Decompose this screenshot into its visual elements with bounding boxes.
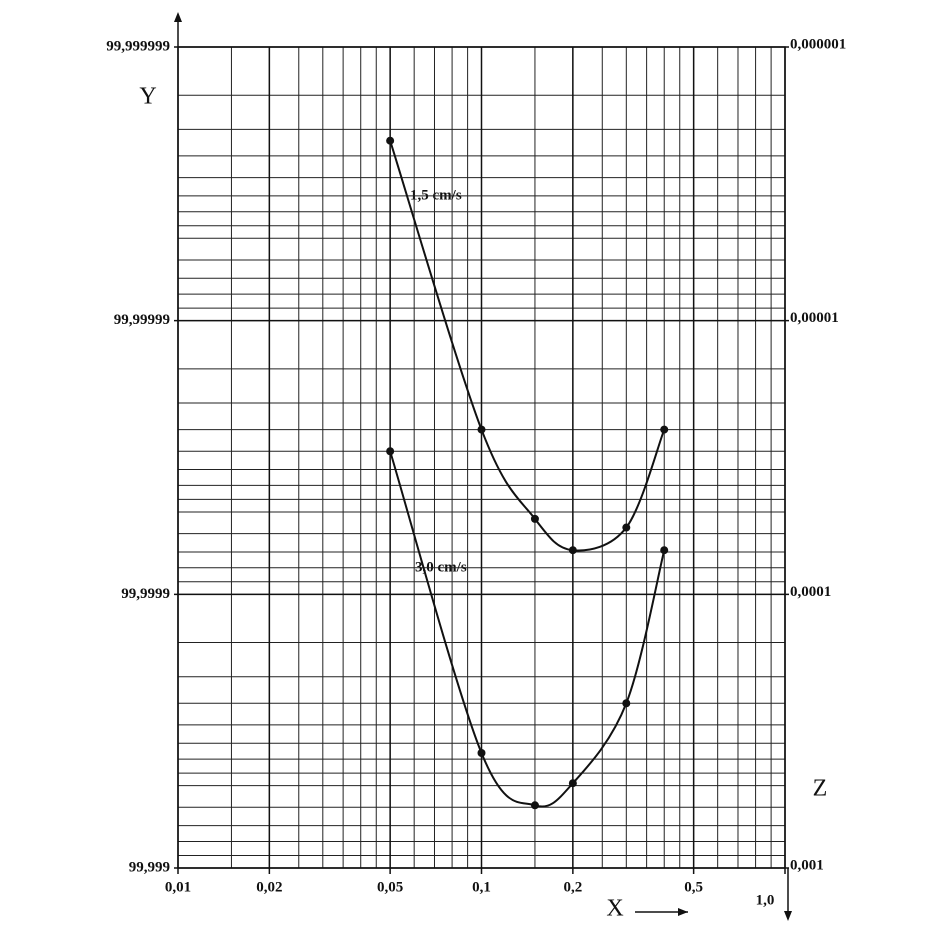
data-point	[568, 779, 577, 788]
x-tick-label: 0,1	[472, 879, 491, 895]
y-tick-label: 99,999	[129, 859, 170, 875]
x-arrow-head	[678, 908, 688, 916]
y-arrow-head	[174, 12, 182, 22]
y2-axis-label: Z	[813, 776, 828, 802]
data-point	[477, 425, 486, 434]
data-point	[386, 136, 395, 145]
data-point	[568, 546, 577, 555]
x-tick-label: 0,2	[563, 879, 582, 895]
data-point	[386, 447, 395, 456]
y-tick-label: 99,99999	[114, 312, 170, 328]
y2-tick-label: 0,00001	[790, 310, 839, 326]
x-tick-label: 0,02	[256, 879, 282, 895]
y-axis-label: Y	[139, 84, 156, 110]
data-point	[622, 523, 631, 532]
data-point	[477, 749, 486, 758]
z-arrow-head	[784, 911, 792, 921]
data-point	[622, 699, 631, 708]
x-tick-label: 1,0	[756, 892, 775, 908]
x-tick-label: 0,05	[377, 879, 403, 895]
data-point	[530, 801, 539, 810]
series-line	[389, 450, 666, 808]
x-tick-label: 0,01	[165, 879, 191, 895]
y2-tick-label: 0,0001	[790, 584, 831, 600]
data-point	[530, 514, 539, 523]
data-point	[660, 546, 669, 555]
y-tick-label: 99,999999	[106, 38, 170, 54]
x-tick-label: 0,5	[684, 879, 703, 895]
data-point	[660, 425, 669, 434]
x-axis-label: X	[606, 896, 623, 922]
y-tick-label: 99,9999	[121, 586, 170, 602]
y2-tick-label: 0,001	[790, 857, 824, 873]
y2-tick-label: 0,000001	[790, 36, 846, 52]
